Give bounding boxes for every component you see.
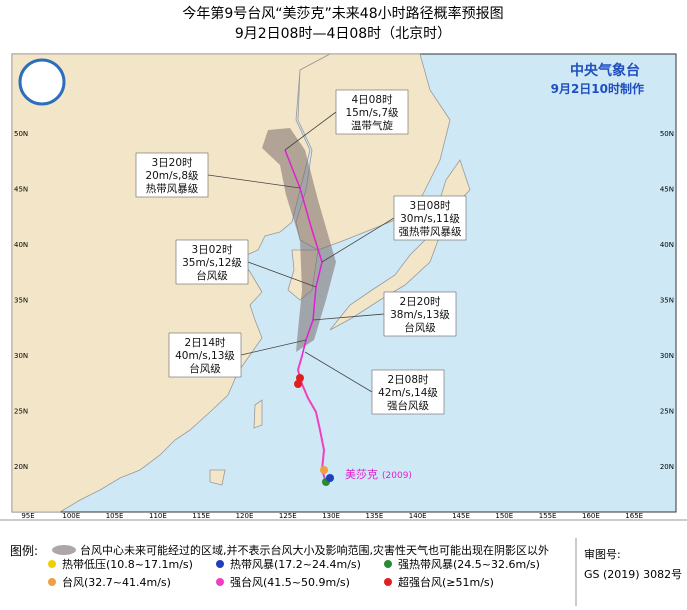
legend-swatch <box>384 578 392 586</box>
lon-label: 150E <box>495 512 513 520</box>
legend-label: 超强台风(≥51m/s) <box>398 575 494 589</box>
legend-cone-swatch <box>52 545 76 555</box>
lon-label: 95E <box>21 512 34 520</box>
annotation-time: 3日02时 <box>191 244 233 256</box>
philippines <box>209 469 226 486</box>
legend-label: 强热带风暴(24.5~32.6m/s) <box>398 558 540 571</box>
lat-label: 30N <box>14 352 28 360</box>
lat-label: 35N <box>14 297 28 305</box>
lon-label: 160E <box>582 512 600 520</box>
lon-label: 140E <box>409 512 427 520</box>
annotation-leader <box>321 217 395 263</box>
annotation-time: 2日14时 <box>184 337 226 349</box>
legend-label: 热带低压(10.8~17.1m/s) <box>62 558 193 571</box>
annotation-grade: 强热带风暴级 <box>399 225 462 238</box>
annotation-leader <box>240 339 307 356</box>
approval-label: 审图号: <box>584 547 621 561</box>
issued-time: 9月2日10时制作 <box>551 81 644 96</box>
approval-code: GS (2019) 3082号 <box>584 568 682 581</box>
lat-label: 35N <box>660 297 674 305</box>
annotation-box <box>175 239 249 285</box>
lat-label: 25N <box>14 408 28 416</box>
annotation-box <box>135 152 209 198</box>
legend-label: 台风(32.7~41.4m/s) <box>62 575 171 589</box>
taiwan <box>253 399 263 429</box>
lat-label: 50N <box>660 130 674 138</box>
annotation-wind: 35m/s,12级 <box>182 257 242 269</box>
annotation-time: 3日20时 <box>151 157 193 169</box>
legend-swatch <box>216 560 224 568</box>
annotation-leader <box>207 174 301 189</box>
lon-label: 105E <box>106 512 124 520</box>
lon-label: 125E <box>279 512 297 520</box>
lat-label: 50N <box>14 130 28 138</box>
legend-swatch <box>216 578 224 586</box>
legend-swatch <box>48 560 56 568</box>
lon-label: 110E <box>149 512 167 520</box>
japan <box>329 159 471 331</box>
typhoon-name: 美莎克 <box>345 467 378 481</box>
lon-label: 120E <box>236 512 254 520</box>
annotation-grade: 热带风暴级 <box>146 182 199 195</box>
annotation-leader <box>284 111 337 151</box>
forecast-cone <box>262 128 336 352</box>
annotation-grade: 台风级 <box>189 362 221 375</box>
annotation-time: 3日08时 <box>409 200 451 212</box>
annotation-box <box>335 89 409 135</box>
legend-label: 强台风(41.5~50.9m/s) <box>230 575 350 589</box>
lon-label: 130E <box>322 512 340 520</box>
subtitle: 9月2日08时—4日08时（北京时） <box>235 26 451 42</box>
annotation-box <box>371 369 445 415</box>
legend-swatch <box>384 560 392 568</box>
typhoon-code: (2009) <box>382 471 412 481</box>
annotation-grade: 台风级 <box>404 321 436 334</box>
track-point <box>326 474 334 482</box>
legend-label: 热带风暴(17.2~24.4m/s) <box>230 558 361 571</box>
annotation-wind: 20m/s,8级 <box>145 170 199 182</box>
annotation-grade: 强台风级 <box>387 399 429 412</box>
annotation-box <box>393 195 467 241</box>
annotation-box <box>383 291 457 337</box>
annotation-leader <box>304 351 373 393</box>
annotation-wind: 38m/s,13级 <box>390 309 450 321</box>
lat-label: 40N <box>660 241 674 249</box>
annotation-wind: 42m/s,14级 <box>378 387 438 399</box>
lat-label: 20N <box>660 463 674 471</box>
legend-cone-text: 台风中心未来可能经过的区域,并不表示台风大小及影响范围,灾害性天气也可能出现在阴… <box>80 543 549 557</box>
lon-label: 135E <box>366 512 384 520</box>
annotation-box <box>168 332 242 378</box>
annotation-time: 4日08时 <box>351 94 393 106</box>
legend-title: 图例: <box>10 544 38 558</box>
agency-name: 中央气象台 <box>570 62 640 79</box>
track-point <box>294 380 302 388</box>
annotation-leader <box>247 261 317 288</box>
annotation-leader <box>312 313 385 321</box>
cma-logo <box>18 58 66 106</box>
legend-swatch <box>48 578 56 586</box>
lat-label: 20N <box>14 463 28 471</box>
lat-label: 30N <box>660 352 674 360</box>
track-point <box>320 466 328 474</box>
lat-label: 45N <box>14 186 28 194</box>
annotation-time: 2日08时 <box>387 374 429 386</box>
annotation-wind: 15m/s,7级 <box>345 107 399 119</box>
lat-label: 45N <box>660 186 674 194</box>
annotation-wind: 30m/s,11级 <box>400 213 460 225</box>
annotation-grade: 温带气旋 <box>351 119 393 132</box>
title: 今年第9号台风“美莎克”未来48小时路径概率预报图 <box>182 5 503 22</box>
annotation-grade: 台风级 <box>196 269 228 282</box>
lon-label: 145E <box>452 512 470 520</box>
annotation-wind: 40m/s,13级 <box>175 350 235 362</box>
lon-label: 115E <box>192 512 210 520</box>
lon-label: 100E <box>62 512 80 520</box>
lon-label: 155E <box>539 512 557 520</box>
lon-label: 165E <box>625 512 643 520</box>
lat-label: 40N <box>14 241 28 249</box>
annotation-time: 2日20时 <box>399 296 441 308</box>
forecast-track <box>284 149 323 357</box>
lat-label: 25N <box>660 408 674 416</box>
